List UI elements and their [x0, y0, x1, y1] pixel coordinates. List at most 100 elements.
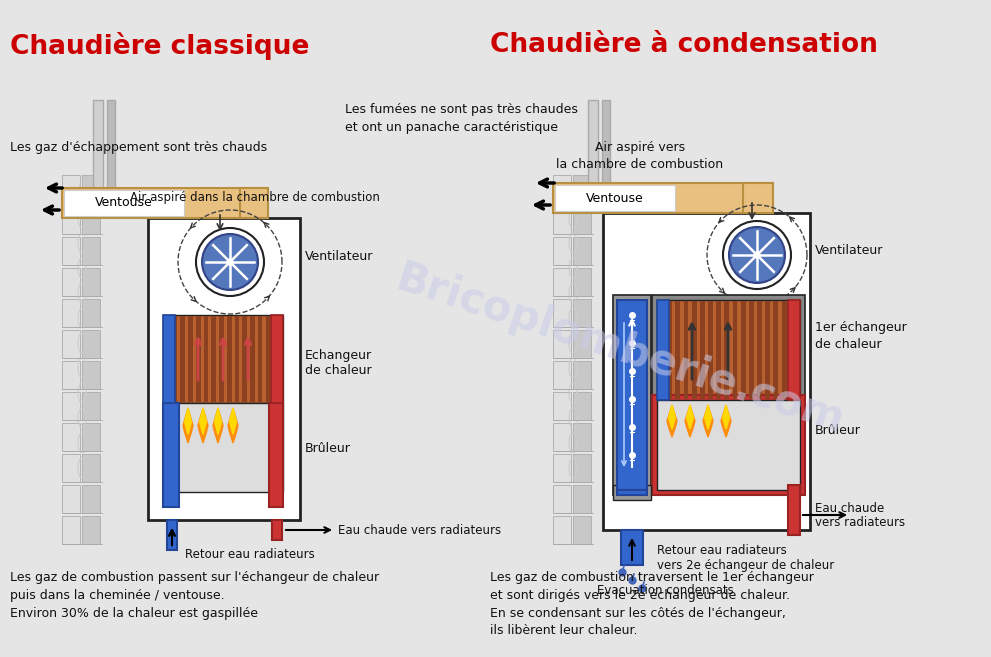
Polygon shape: [183, 408, 193, 443]
Text: Chaudière classique: Chaudière classique: [10, 32, 309, 60]
Bar: [62, 516, 80, 544]
Bar: [724, 301, 729, 399]
Bar: [573, 299, 591, 327]
Bar: [107, 100, 115, 190]
Bar: [553, 361, 571, 389]
Bar: [82, 423, 100, 451]
Bar: [269, 403, 283, 507]
Bar: [165, 316, 169, 402]
Text: vers 2e échangeur de chaleur: vers 2e échangeur de chaleur: [657, 558, 834, 572]
Bar: [553, 183, 773, 213]
Bar: [652, 395, 805, 495]
Polygon shape: [721, 405, 731, 437]
Bar: [163, 315, 283, 403]
Polygon shape: [722, 405, 729, 429]
Circle shape: [723, 221, 791, 289]
Text: Chaudière à condensation: Chaudière à condensation: [490, 32, 878, 58]
Bar: [743, 183, 773, 213]
Polygon shape: [705, 405, 712, 429]
Text: Les fumées ne sont pas très chaudes: Les fumées ne sont pas très chaudes: [345, 104, 578, 116]
Bar: [62, 188, 267, 218]
Bar: [573, 268, 591, 296]
Bar: [82, 206, 100, 234]
Text: Air aspiré dans la chambre de combustion: Air aspiré dans la chambre de combustion: [130, 191, 380, 204]
Text: 1er échangeur: 1er échangeur: [815, 321, 907, 334]
Bar: [62, 485, 80, 513]
Bar: [657, 300, 669, 400]
Bar: [172, 316, 177, 402]
Bar: [62, 361, 80, 389]
Bar: [573, 237, 591, 265]
Text: vers radiateurs: vers radiateurs: [815, 516, 905, 530]
Bar: [684, 301, 689, 399]
Bar: [553, 206, 571, 234]
Bar: [211, 316, 216, 402]
Text: Environ 30% de la chaleur est gaspillée: Environ 30% de la chaleur est gaspillée: [10, 606, 258, 620]
Bar: [732, 301, 737, 399]
Polygon shape: [198, 408, 208, 443]
Polygon shape: [199, 408, 206, 434]
Circle shape: [754, 252, 760, 258]
Bar: [675, 301, 680, 399]
Text: Ventouse: Ventouse: [586, 191, 644, 204]
Bar: [82, 175, 100, 203]
Text: Ventilateur: Ventilateur: [815, 244, 883, 256]
Bar: [148, 218, 300, 520]
Bar: [553, 516, 571, 544]
Bar: [62, 206, 80, 234]
Bar: [553, 299, 571, 327]
Bar: [667, 301, 672, 399]
Bar: [613, 295, 651, 495]
Polygon shape: [685, 405, 695, 437]
Text: puis dans la cheminée / ventouse.: puis dans la cheminée / ventouse.: [10, 589, 225, 602]
Bar: [62, 330, 80, 358]
Bar: [82, 299, 100, 327]
Bar: [700, 301, 705, 399]
Text: En se condensant sur les côtés de l'échangeur,: En se condensant sur les côtés de l'écha…: [490, 606, 786, 620]
Circle shape: [227, 259, 233, 265]
Text: Retour eau radiateurs: Retour eau radiateurs: [657, 543, 787, 556]
Text: de chaleur: de chaleur: [815, 338, 882, 350]
Text: et ont un panache caractéristique: et ont un panache caractéristique: [345, 122, 558, 135]
Text: Air aspiré vers: Air aspiré vers: [595, 141, 685, 154]
Bar: [240, 188, 268, 218]
Bar: [573, 330, 591, 358]
Bar: [272, 520, 282, 540]
Bar: [573, 175, 591, 203]
Bar: [243, 316, 247, 402]
Bar: [163, 403, 179, 507]
Circle shape: [202, 234, 258, 290]
Text: Ventouse: Ventouse: [95, 196, 153, 210]
Text: Les gaz de combustion traversent le 1er échangeur: Les gaz de combustion traversent le 1er …: [490, 572, 814, 585]
Circle shape: [729, 227, 785, 283]
Bar: [553, 485, 571, 513]
Bar: [62, 237, 80, 265]
Text: Retour eau radiateurs: Retour eau radiateurs: [185, 549, 315, 562]
Text: Brûleur: Brûleur: [305, 442, 351, 455]
Bar: [708, 301, 713, 399]
Polygon shape: [184, 408, 191, 434]
Bar: [82, 361, 100, 389]
Polygon shape: [213, 408, 223, 443]
Text: de chaleur: de chaleur: [305, 365, 372, 378]
Bar: [757, 301, 762, 399]
Bar: [82, 392, 100, 420]
Bar: [573, 454, 591, 482]
Bar: [553, 237, 571, 265]
Bar: [740, 301, 745, 399]
Bar: [219, 316, 224, 402]
Polygon shape: [228, 408, 238, 443]
Bar: [573, 516, 591, 544]
Polygon shape: [703, 405, 713, 437]
Bar: [613, 485, 651, 500]
Bar: [765, 301, 770, 399]
Bar: [788, 300, 800, 400]
Text: et sont dirigés vers le 2e échangeur de chaleur.: et sont dirigés vers le 2e échangeur de …: [490, 589, 790, 602]
Text: Ventilateur: Ventilateur: [305, 250, 374, 263]
Text: Echangeur: Echangeur: [305, 348, 373, 361]
Bar: [553, 330, 571, 358]
Bar: [64, 190, 184, 216]
Circle shape: [196, 228, 264, 296]
Bar: [749, 301, 754, 399]
Bar: [716, 301, 721, 399]
